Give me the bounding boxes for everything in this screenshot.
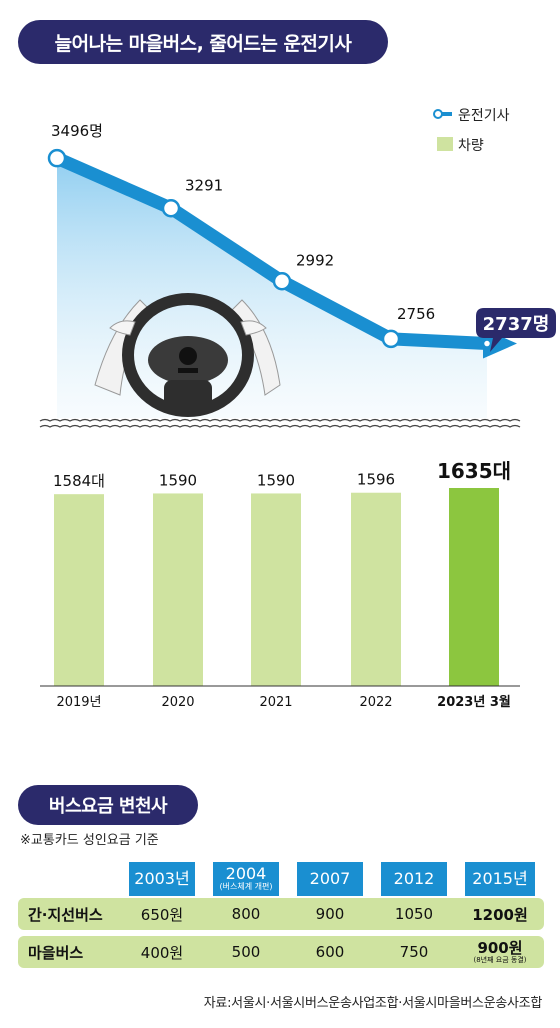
bar-value-label-4: 1635대 [437,459,511,483]
line-point-4 [481,338,493,349]
steering-wheel-icon [94,293,281,417]
wave-divider [39,418,521,428]
bar-0 [54,494,104,686]
bar-value-label-3: 1596 [357,471,395,489]
bar-category-label-4: 2023년 3월 [437,694,511,710]
fare-year-0: 2003년 [129,862,195,896]
line-point-label-1: 3291 [185,176,223,194]
bar-category-label-2: 2021 [259,695,292,710]
fare-row-label: 간·지선버스 [28,905,103,924]
fare-year-1: 2004 (버스체계 개편) [213,862,279,896]
bar-category-label-1: 2020 [161,695,194,710]
bar-value-label-0: 1584대 [53,472,105,490]
fare-row-general: 간·지선버스 650원 800 900 1050 1200원 [18,898,544,930]
line-point-2 [272,272,292,291]
bar-category-label-0: 2019년 [56,695,101,710]
chart-canvas: 3496명 3291 2992 2756 운전기사 차량 2737명 1584대 201… [39,108,556,710]
fare-cell: 800 [231,905,261,923]
fare-cell: 900 [315,905,345,923]
fare-section-title: 버스요금 변천사 [18,785,198,825]
bar-value-label-2: 1590 [257,471,295,489]
fare-year-4: 2015년 [465,862,535,896]
fare-header-row: 2003년 2004 (버스체계 개편) 2007 2012 2015년 [18,862,544,896]
line-point-label-2: 2992 [296,251,334,269]
legend-marker-swatch [433,109,443,119]
line-point-1 [161,199,181,218]
fare-cell: 400원 [140,943,184,962]
fare-cell: 1050 [394,905,434,923]
fare-cell: 500 [231,943,261,961]
fare-table: 2003년 2004 (버스체계 개편) 2007 2012 2015년 간·지선… [18,862,544,968]
fare-cell: 750 [399,943,429,961]
bar-1 [153,493,203,686]
fare-year-2: 2007 [297,862,363,896]
source-note: 자료:서울시·서울시버스운송사업조합·서울시마을버스운송사조합 [203,996,543,1011]
chart-title: 늘어나는 마을버스, 줄어드는 운전기사 [18,20,388,64]
fare-note: ※교통카드 성인요금 기준 [20,833,159,848]
bar-3 [351,492,401,686]
line-point-label-0: 3496명 [51,122,103,140]
line-point-3 [381,329,401,349]
line-point-label-3: 2756 [397,305,435,323]
bar-4 [449,488,499,686]
bar-category-label-3: 2022 [359,695,392,710]
legend-vehicles-label: 차량 [458,138,484,154]
final-value-callout: 2737명 [476,308,556,352]
fare-cell: 650원 [140,905,184,924]
bar-value-label-1: 1590 [159,471,197,489]
line-point-label-last: 2737명 [483,314,550,335]
fare-cell: 1200원 [472,905,528,924]
legend-bar-swatch [437,137,453,151]
line-point-0 [47,148,67,168]
fare-cell: 600 [315,943,345,961]
bar-2 [251,493,301,686]
fare-row-village: 마을버스 400원 500 600 750 900원 (8년째 요금 동결) [18,936,544,968]
fare-row-label: 마을버스 [28,943,84,962]
legend: 운전기사 차량 [433,108,510,154]
legend-drivers-label: 운전기사 [458,108,510,124]
fare-cell-last: 900원 (8년째 요금 동결) [473,939,527,964]
fare-year-3: 2012 [381,862,447,896]
